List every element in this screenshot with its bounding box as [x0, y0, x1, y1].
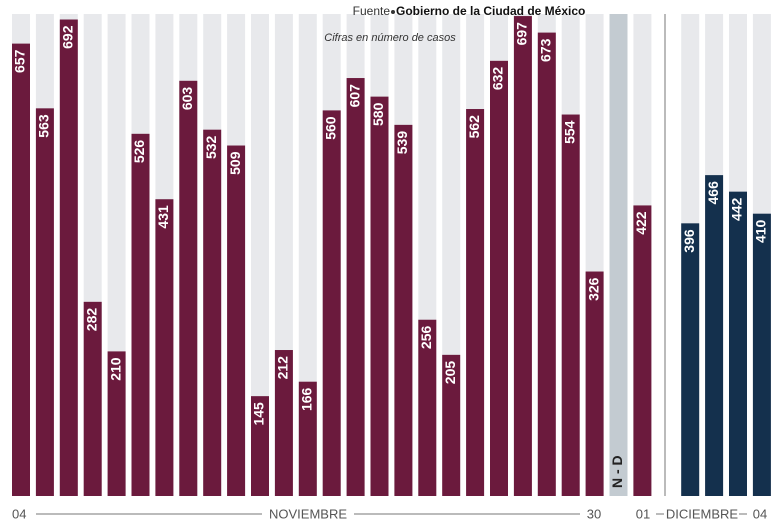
bar	[131, 133, 150, 496]
no-data-label: N - D	[609, 455, 625, 488]
value-label: 442	[729, 197, 745, 221]
value-label: 580	[370, 102, 386, 126]
bar	[729, 191, 747, 496]
axis-label: 04	[753, 506, 767, 521]
value-label: 607	[346, 84, 362, 108]
axis-label: NOVIEMBRE	[269, 506, 347, 521]
bar	[12, 43, 30, 496]
bar	[251, 396, 269, 496]
bar	[35, 108, 54, 496]
value-label: 554	[561, 120, 577, 144]
value-label: 539	[394, 131, 410, 155]
value-label: 697	[514, 22, 530, 46]
bar	[322, 110, 341, 497]
bar	[394, 124, 413, 497]
bar	[466, 109, 485, 496]
bar	[585, 271, 604, 496]
value-label: 657	[12, 49, 28, 73]
bar	[298, 381, 317, 496]
value-label: 509	[227, 151, 243, 175]
value-label: 431	[155, 205, 171, 229]
bar	[107, 351, 126, 496]
background-bars	[12, 14, 771, 496]
bar	[752, 213, 771, 496]
bar	[537, 32, 556, 496]
value-label: 563	[36, 114, 52, 138]
bar	[179, 80, 198, 496]
value-label: 632	[490, 67, 506, 91]
bar	[705, 175, 724, 496]
value-label: 396	[681, 229, 697, 253]
bar	[418, 319, 437, 496]
bar	[155, 199, 174, 496]
value-label: 673	[538, 38, 554, 62]
value-label: 205	[442, 361, 458, 385]
bar	[633, 205, 652, 496]
value-label: 212	[275, 356, 291, 380]
background-bar	[298, 14, 317, 496]
bar	[59, 19, 78, 496]
value-label: 526	[131, 140, 147, 164]
axis-label: DICIEMBRE	[666, 506, 739, 521]
value-label: 410	[753, 219, 769, 243]
bar	[274, 350, 293, 496]
bar	[346, 78, 365, 496]
bar	[83, 301, 102, 496]
bar	[490, 60, 508, 497]
bar	[227, 145, 246, 496]
value-label: 560	[322, 116, 338, 140]
source-label: Fuente	[353, 4, 391, 18]
value-label: 466	[705, 181, 721, 205]
bar	[513, 16, 532, 497]
value-label: 532	[203, 135, 219, 159]
axis-label: 30	[587, 506, 601, 521]
dot	[391, 10, 395, 14]
subtitle: Cifras en número de casos	[324, 32, 456, 44]
bar	[442, 354, 461, 496]
axis-label: 01	[636, 506, 650, 521]
value-label: 422	[633, 211, 649, 235]
value-label: 210	[107, 357, 123, 381]
no-data-bar	[609, 14, 628, 496]
source: Gobierno de la Ciudad de México	[396, 4, 585, 18]
bar	[561, 114, 580, 496]
background-bar	[251, 14, 269, 496]
value-label: 166	[299, 387, 315, 411]
value-label: 692	[60, 25, 76, 49]
value-label: 282	[83, 308, 99, 332]
bar	[681, 223, 700, 496]
value-label: 603	[179, 87, 195, 111]
value-label: 256	[418, 326, 434, 350]
value-label: 145	[251, 402, 267, 426]
value-label: 562	[466, 115, 482, 139]
bar	[203, 129, 222, 496]
axis-label: 04	[12, 506, 26, 521]
bar	[370, 96, 389, 496]
value-label: 326	[585, 277, 601, 301]
